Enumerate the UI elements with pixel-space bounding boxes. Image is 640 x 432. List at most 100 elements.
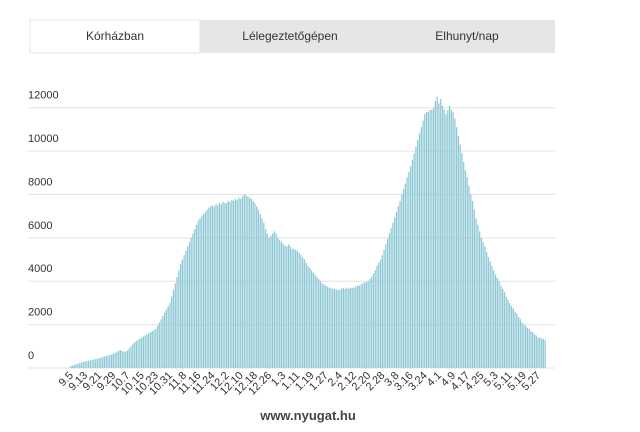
bar	[266, 233, 268, 368]
bar	[188, 242, 191, 368]
bar	[417, 140, 419, 368]
bar	[371, 276, 373, 368]
tab-label[interactable]: Lélegeztetőgépen	[242, 29, 337, 43]
bar	[464, 170, 467, 368]
y-tick-label: 4000	[28, 263, 52, 275]
bar	[517, 317, 520, 368]
bar	[123, 351, 125, 368]
bar	[477, 224, 479, 368]
bar	[431, 109, 433, 368]
bar	[314, 274, 316, 368]
source: www.nyugat.hu	[259, 408, 356, 423]
bar	[491, 266, 493, 368]
bar	[429, 109, 431, 368]
bar	[82, 361, 84, 368]
bar	[227, 200, 230, 368]
bar	[300, 255, 302, 368]
bar	[100, 357, 102, 368]
bar	[516, 313, 518, 368]
bar	[286, 246, 288, 368]
bar	[480, 237, 483, 368]
bar	[240, 198, 242, 368]
bar	[360, 284, 362, 368]
bar	[388, 233, 391, 368]
y-tick-label: 12000	[28, 90, 59, 102]
bar	[247, 196, 249, 368]
bar	[169, 302, 171, 368]
bar	[383, 249, 385, 368]
bar	[110, 354, 113, 368]
bar	[268, 237, 270, 368]
bar	[121, 351, 123, 368]
bar	[293, 248, 295, 368]
tab-label[interactable]: Kórházban	[86, 29, 144, 43]
bar	[365, 282, 368, 368]
bar	[463, 161, 465, 368]
bar	[102, 357, 104, 368]
bar	[305, 262, 307, 368]
bar	[146, 334, 148, 368]
bar	[415, 146, 417, 368]
bar	[321, 283, 323, 368]
bar	[510, 306, 513, 368]
bar	[303, 259, 306, 368]
bar	[494, 274, 497, 368]
bar	[222, 202, 224, 368]
y-tick-label: 6000	[28, 220, 52, 232]
bar	[528, 328, 530, 368]
bar	[132, 344, 134, 368]
bar	[489, 261, 491, 368]
bar	[75, 364, 77, 368]
bar	[385, 244, 387, 368]
bar	[86, 361, 88, 368]
active-tab[interactable]	[29, 19, 201, 54]
tab-label[interactable]: Elhunyt/nap	[435, 29, 499, 43]
bar	[521, 322, 523, 368]
bar	[319, 281, 322, 368]
bar	[487, 257, 490, 368]
bar	[160, 319, 162, 368]
y-tick-label: 0	[28, 350, 34, 362]
bar	[440, 99, 442, 368]
bar	[192, 233, 194, 368]
bar	[199, 218, 201, 368]
bar	[284, 245, 286, 368]
bar	[119, 350, 122, 368]
bar	[445, 114, 447, 368]
bar	[270, 235, 272, 368]
bar	[394, 217, 396, 368]
bar	[217, 205, 219, 368]
bar	[401, 194, 403, 368]
bar	[397, 206, 399, 368]
bar	[438, 103, 440, 368]
bar	[456, 127, 458, 368]
bar	[448, 105, 451, 369]
bar	[326, 286, 329, 368]
bar	[185, 250, 187, 368]
bar	[323, 284, 325, 368]
bar	[335, 289, 337, 368]
bar	[493, 270, 495, 368]
bar	[231, 199, 233, 368]
bar	[172, 289, 175, 368]
bar	[378, 262, 380, 368]
bar	[468, 185, 470, 368]
bar	[526, 327, 529, 368]
bar	[333, 288, 336, 368]
bar	[466, 177, 468, 368]
bar	[525, 325, 527, 368]
bar	[279, 240, 281, 368]
bar	[211, 205, 214, 368]
bar	[208, 207, 210, 368]
bar	[197, 220, 199, 368]
bar	[137, 339, 139, 368]
bar	[427, 112, 429, 369]
bar	[151, 331, 153, 368]
bar	[317, 279, 320, 368]
bar	[535, 335, 537, 368]
bar	[91, 359, 93, 368]
bar	[369, 279, 371, 368]
bar	[470, 194, 472, 368]
bar	[519, 319, 521, 368]
